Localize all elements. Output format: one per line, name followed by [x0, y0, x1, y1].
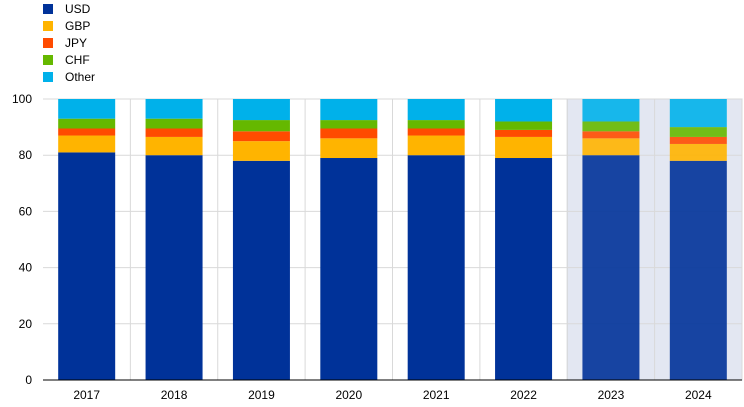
bar-other-2022 [495, 99, 553, 122]
x-tick-label: 2023 [598, 388, 625, 402]
bar-usd-2022 [495, 158, 553, 380]
bar-jpy-2022 [495, 129, 553, 137]
bar-jpy-2019 [232, 131, 290, 142]
x-tick-label: 2021 [423, 388, 450, 402]
bar-other-2019 [232, 99, 290, 121]
x-tick-label: 2017 [73, 388, 100, 402]
x-tick-label: 2024 [685, 388, 712, 402]
bar-other-2024 [669, 99, 727, 128]
bar-other-2023 [582, 99, 640, 122]
bar-chf-2022 [495, 121, 553, 130]
legend-label-jpy: JPY [65, 36, 87, 50]
x-tick-label: 2022 [510, 388, 537, 402]
y-tick-label: 100 [12, 92, 32, 106]
bar-other-2018 [145, 99, 203, 119]
bar-gbp-2021 [407, 135, 465, 156]
bar-usd-2020 [320, 158, 378, 380]
bar-chf-2024 [669, 127, 727, 137]
legend-swatch-other [43, 72, 53, 82]
legend-label-gbp: GBP [65, 19, 90, 33]
y-tick-label: 40 [19, 261, 33, 275]
bar-jpy-2018 [145, 128, 203, 137]
bar-chf-2023 [582, 121, 640, 132]
bar-jpy-2020 [320, 128, 378, 139]
bar-chf-2020 [320, 120, 378, 129]
bar-usd-2018 [145, 155, 203, 380]
legend-swatch-usd [43, 4, 53, 14]
bar-usd-2023 [582, 155, 640, 380]
bar-usd-2024 [669, 160, 727, 380]
bar-chf-2017 [58, 118, 116, 129]
bar-chf-2018 [145, 118, 203, 129]
bars [58, 99, 727, 380]
legend-swatch-jpy [43, 38, 53, 48]
bar-jpy-2023 [582, 131, 640, 139]
bar-gbp-2024 [669, 143, 727, 161]
bar-gbp-2022 [495, 136, 553, 159]
bar-other-2017 [58, 99, 116, 119]
bar-usd-2017 [58, 152, 116, 380]
x-tick-label: 2018 [161, 388, 188, 402]
bar-chf-2019 [232, 120, 290, 132]
bar-gbp-2023 [582, 138, 640, 156]
bar-gbp-2020 [320, 138, 378, 159]
bar-usd-2019 [232, 160, 290, 380]
legend-label-usd: USD [65, 2, 91, 16]
bar-jpy-2017 [58, 128, 116, 136]
bar-other-2020 [320, 99, 378, 121]
y-tick-label: 20 [19, 317, 33, 331]
bar-chf-2021 [407, 120, 465, 129]
x-tick-label: 2020 [335, 388, 362, 402]
bar-other-2021 [407, 99, 465, 121]
y-tick-label: 60 [19, 204, 33, 218]
y-tick-label: 80 [19, 148, 33, 162]
bar-gbp-2018 [145, 136, 203, 156]
legend-swatch-gbp [43, 21, 53, 31]
bar-gbp-2019 [232, 141, 290, 161]
x-tick-label: 2019 [248, 388, 275, 402]
bar-jpy-2021 [407, 128, 465, 136]
legend-swatch-chf [43, 55, 53, 65]
bar-gbp-2017 [58, 135, 116, 153]
y-tick-label: 0 [25, 373, 32, 387]
legend: USD GBP JPY CHF Other [43, 2, 95, 84]
legend-label-other: Other [65, 70, 95, 84]
legend-label-chf: CHF [65, 53, 90, 67]
bar-jpy-2024 [669, 136, 727, 144]
axes: 2017 2018 2019 2020 2021 2022 2023 2024 0 20 40 60 8… [12, 92, 742, 402]
bar-usd-2021 [407, 155, 465, 380]
